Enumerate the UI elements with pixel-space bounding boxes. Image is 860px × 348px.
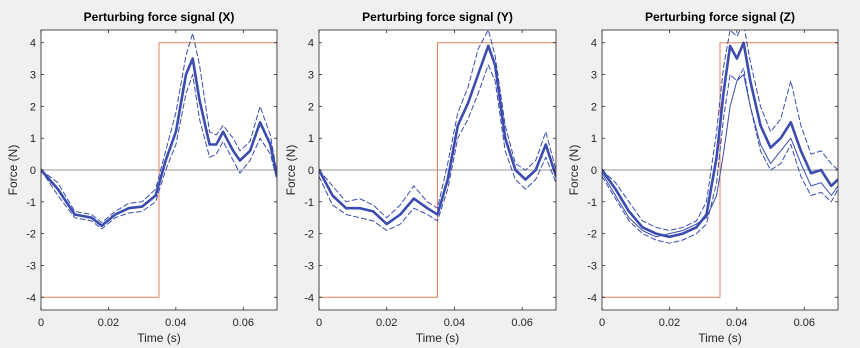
chart-0-ytick-label: -2 [26,229,36,241]
chart-1-ytick-label: -1 [304,197,314,209]
chart-1-series-reference [319,42,556,298]
chart-2-series-lower [602,67,838,244]
chart-2-ytick-label: -3 [587,260,597,272]
chart-0-xtick-label: 0 [38,317,44,329]
chart-1-ytick-label: 1 [308,133,314,145]
chart-2-ytick-label: 2 [591,101,597,113]
chart-0-ytick-label: 1 [30,133,36,145]
chart-0-ylabel: Force (N) [6,145,20,196]
chart-0-xtick-label: 0.06 [233,317,254,329]
chart-2-xtick-label: 0.06 [794,317,815,329]
chart-0-xtick-label: 0.02 [98,317,119,329]
chart-0-ytick-label: -3 [26,260,36,272]
chart-1-series-group [319,30,556,298]
chart-2-series-mean [602,41,838,239]
chart-1-xtick-label: 0.06 [511,317,532,329]
chart-1-ytick-label: -2 [304,229,314,241]
chart-2-xlabel: Time (s) [698,331,742,345]
chart-1: 0 0.02 0.04 0.06 -4 -3 -2 -1 0 1 2 3 4 Perturbing for… [284,10,557,345]
chart-1-title: Perturbing force signal (Y) [362,10,513,24]
chart-0-xlabel: Time (s) [137,331,181,345]
chart-0-xtick-label: 0.04 [165,317,186,329]
chart-1-ytick-label: 4 [308,38,314,50]
chart-2-series-individual [602,74,838,238]
chart-2-ytick-label: 4 [591,38,597,50]
chart-0-ytick-label: -1 [26,197,36,209]
chart-2-ytick-label: -1 [587,197,597,209]
chart-0-series-lower [41,74,277,230]
chart-1-ytick-label: -4 [304,292,314,304]
chart-2-ytick-label: -4 [587,292,597,304]
chart-2-title: Perturbing force signal (Z) [645,10,795,24]
chart-1-xlabel: Time (s) [416,331,460,345]
chart-1-ytick-label: 3 [308,70,314,82]
chart-0-ytick-label: -4 [26,292,36,304]
chart-0-series-group [41,32,277,298]
chart-0-ytick-label: 0 [30,165,36,177]
chart-1-ytick-label: -3 [304,260,314,272]
chart-2-xtick-label: 0.04 [726,317,747,329]
chart-1-ytick-label: 0 [308,165,314,177]
chart-1-series-upper [319,30,556,219]
chart-2-ytick-label: 0 [591,165,597,177]
chart-0-series-upper [41,32,277,223]
chart-1-series-lower [319,64,556,231]
chart-0-series-reference [41,42,277,298]
chart-2-ylabel: Force (N) [567,145,581,196]
chart-1-ytick-label: 2 [308,101,314,113]
chart-0-title: Perturbing force signal (X) [84,10,235,24]
chart-1-xtick-label: 0 [316,317,322,329]
chart-0: 0 0.02 0.04 0.06 -4 -3 -2 -1 0 1 2 3 4 Perturbing for… [6,10,278,345]
chart-1-xtick-label: 0.04 [444,317,465,329]
chart-2-ytick-label: -2 [587,229,597,241]
chart-1-series-mean [319,44,556,226]
chart-2-ytick-label: 1 [591,133,597,145]
chart-0-ytick-label: 3 [30,70,36,82]
chart-2-series-upper [602,30,838,231]
chart-0-series-mean [41,57,277,227]
chart-2-ytick-label: 3 [591,70,597,82]
chart-2-series-group [602,30,838,298]
chart-2-xtick-label: 0.02 [659,317,680,329]
chart-1-ylabel: Force (N) [284,145,298,196]
chart-0-ytick-label: 4 [30,38,36,50]
chart-0-ytick-label: 2 [30,101,36,113]
chart-1-xtick-label: 0.02 [376,317,397,329]
chart-2-series-reference [602,42,838,298]
chart-2-xtick-label: 0 [599,317,605,329]
chart-2: 0 0.02 0.04 0.06 -4 -3 -2 -1 0 1 2 3 4 Perturbing for… [567,10,839,345]
